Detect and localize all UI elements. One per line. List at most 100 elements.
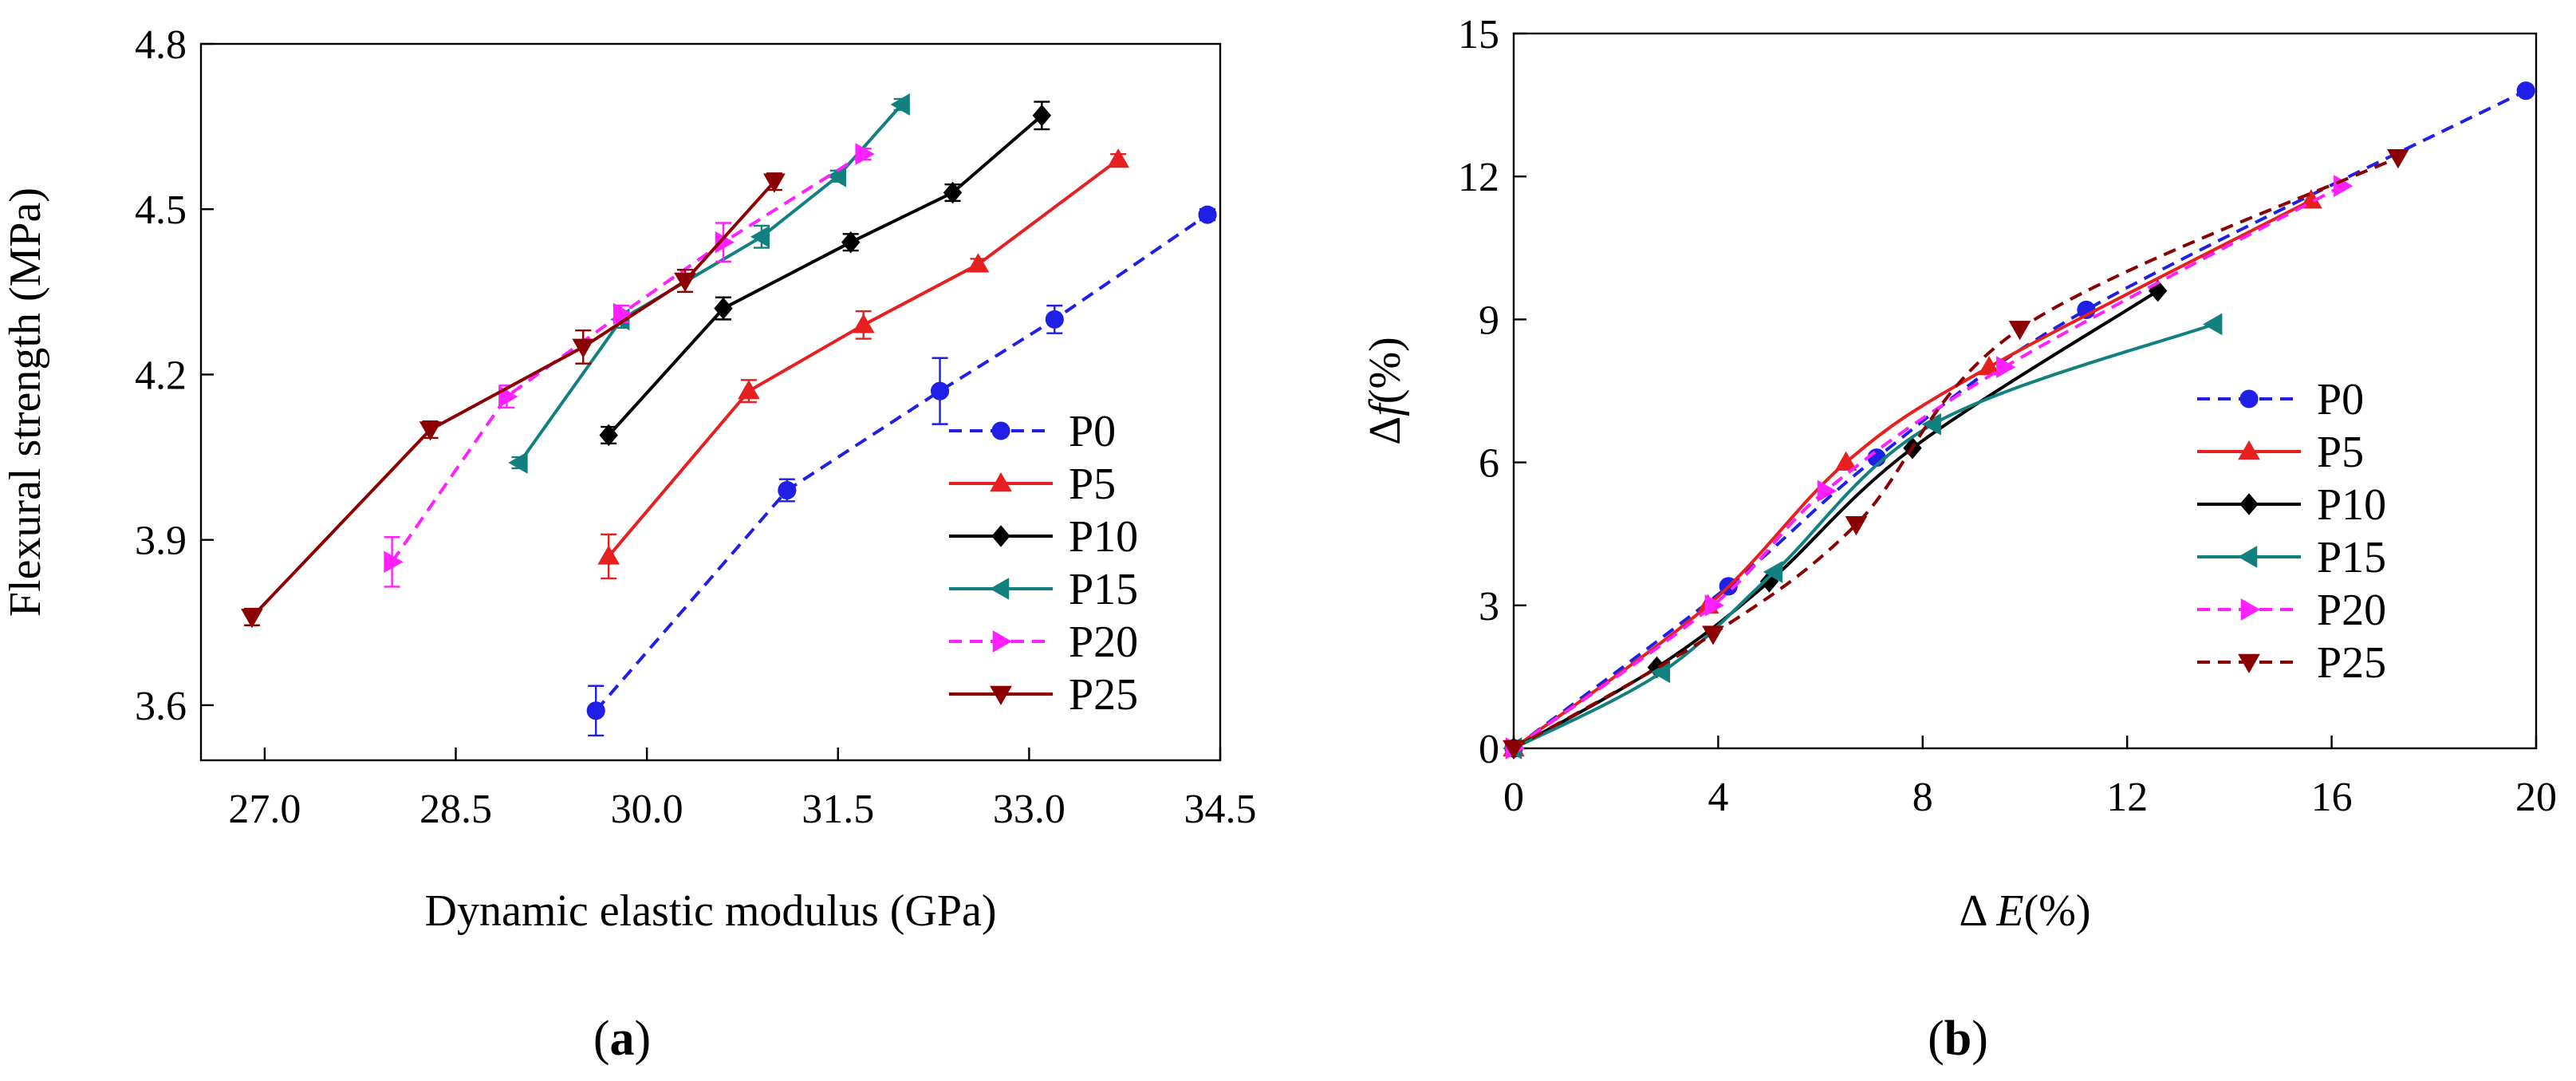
series-line-P5 xyxy=(1512,199,2312,750)
data-point-P25 xyxy=(2387,149,2409,169)
legend-entry-P0: P0 xyxy=(949,407,1116,456)
data-point-P20 xyxy=(1996,356,2016,378)
legend-marker xyxy=(991,525,1010,547)
series-P5 xyxy=(597,148,1130,580)
legend-entry-P15: P15 xyxy=(2197,533,2386,582)
legend-marker xyxy=(2239,389,2259,408)
chart-a: 27.0 28.5 30.0 31.5 33.0 34.5 3.6 3.9 4.2 4.5 4.8 D… xyxy=(1,22,1257,1066)
panel-label-close: ) xyxy=(635,1012,652,1066)
data-point-P5 xyxy=(597,545,620,565)
panel-label: (a) xyxy=(593,1012,651,1066)
y-tick-label: 4.2 xyxy=(135,353,187,398)
series-P25 xyxy=(241,172,786,629)
x-axis-title-var: E xyxy=(1995,886,2023,936)
series-P25 xyxy=(1503,149,2409,760)
x-tick-label: 31.5 xyxy=(802,787,874,832)
x-axis-title-prefix: Δ xyxy=(1959,886,1996,936)
series-line-P0 xyxy=(1512,89,2527,750)
data-point-P5 xyxy=(738,380,760,400)
x-tick-label: 33.0 xyxy=(993,787,1065,832)
legend-label: P5 xyxy=(1069,460,1116,509)
data-point-P0 xyxy=(1198,205,1217,224)
panel-label-letter: a xyxy=(610,1012,635,1066)
legend-label: P25 xyxy=(1069,670,1138,720)
legend-label: P25 xyxy=(2317,638,2386,688)
data-point-P15 xyxy=(2203,313,2223,336)
legend-marker xyxy=(2238,653,2260,674)
y-axis-title: Δf(%) xyxy=(1361,337,1410,445)
x-tick-label: 0 xyxy=(1503,775,1524,820)
x-tick-label: 34.5 xyxy=(1184,787,1257,832)
legend-label: P20 xyxy=(2317,586,2386,635)
data-point-P25 xyxy=(674,272,696,293)
series-P15 xyxy=(508,93,910,474)
panel-label-open: ( xyxy=(1928,1012,1944,1066)
panel-label-letter: b xyxy=(1944,1012,1971,1066)
data-point-P25 xyxy=(419,421,442,441)
legend-entry-P15: P15 xyxy=(949,565,1138,614)
y-tick-label: 9 xyxy=(1479,298,1499,343)
data-point-P25 xyxy=(572,338,595,358)
y-tick-label: 15 xyxy=(1458,12,1499,57)
legend-entry-P0: P0 xyxy=(2197,375,2364,424)
panel-label: (b) xyxy=(1928,1012,1988,1066)
x-tick-label: 4 xyxy=(1707,775,1728,820)
data-point-P10 xyxy=(1032,105,1052,127)
legend-marker xyxy=(2239,493,2259,515)
data-point-P15 xyxy=(890,93,910,116)
data-point-P25 xyxy=(763,173,786,193)
legend-label: P0 xyxy=(2317,375,2364,424)
series-line-P10 xyxy=(1513,289,2159,750)
legend-entry-P5: P5 xyxy=(949,460,1116,509)
series-line-P15 xyxy=(1513,322,2215,750)
legend-entry-P10: P10 xyxy=(2197,480,2386,530)
data-point-P5 xyxy=(1834,451,1857,471)
y-tick-label: 12 xyxy=(1458,155,1499,200)
legend-marker xyxy=(2237,546,2258,568)
series-line-P25 xyxy=(250,180,776,618)
legend-label: P10 xyxy=(2317,480,2386,530)
legend-entry-P25: P25 xyxy=(2197,638,2386,688)
series-P15 xyxy=(1502,313,2223,759)
series-line-P15 xyxy=(518,103,904,464)
data-point-P25 xyxy=(1503,740,1525,760)
x-tick-label: 16 xyxy=(2311,775,2353,820)
data-point-P10 xyxy=(943,181,963,204)
legend-entry-P10: P10 xyxy=(949,512,1138,562)
series-P0 xyxy=(586,205,1217,737)
plot-frame xyxy=(1512,32,2538,750)
x-axis-title: Dynamic elastic modulus (GPa) xyxy=(425,886,997,936)
y-tick-label: 0 xyxy=(1479,727,1499,772)
x-tick-label: 27.0 xyxy=(228,787,301,832)
x-axis-title: Δ E(%) xyxy=(1959,886,2090,936)
data-point-P10 xyxy=(599,424,618,447)
data-point-P5 xyxy=(967,253,990,273)
legend-label: P15 xyxy=(2317,533,2386,582)
x-tick-label: 20 xyxy=(2515,775,2557,820)
data-point-P0 xyxy=(586,701,605,720)
y-tick-label: 6 xyxy=(1479,441,1499,487)
y-tick-label: 4.8 xyxy=(135,22,187,68)
legend-marker xyxy=(2238,440,2260,460)
data-point-P10 xyxy=(714,297,733,320)
data-point-P0 xyxy=(2516,81,2535,101)
legend-label: P10 xyxy=(1069,512,1138,562)
data-point-P25 xyxy=(1702,625,1724,645)
legend-label: P15 xyxy=(1069,565,1138,614)
legend-marker xyxy=(990,685,1012,706)
data-point-P20 xyxy=(384,550,404,574)
data-point-P25 xyxy=(241,609,263,629)
y-axis-title-suffix: (%) xyxy=(1361,337,1410,404)
series-line-P5 xyxy=(607,158,1120,558)
data-point-P15 xyxy=(826,164,846,187)
legend-marker xyxy=(991,421,1010,440)
x-tick-label: 8 xyxy=(1912,775,1933,820)
data-point-P20 xyxy=(612,302,633,325)
legend-entry-P20: P20 xyxy=(949,617,1138,667)
legend-entry-P25: P25 xyxy=(949,670,1138,720)
x-axis-title-suffix: (%) xyxy=(2024,886,2091,936)
legend-entry-P20: P20 xyxy=(2197,586,2386,635)
data-point-P10 xyxy=(841,231,861,254)
